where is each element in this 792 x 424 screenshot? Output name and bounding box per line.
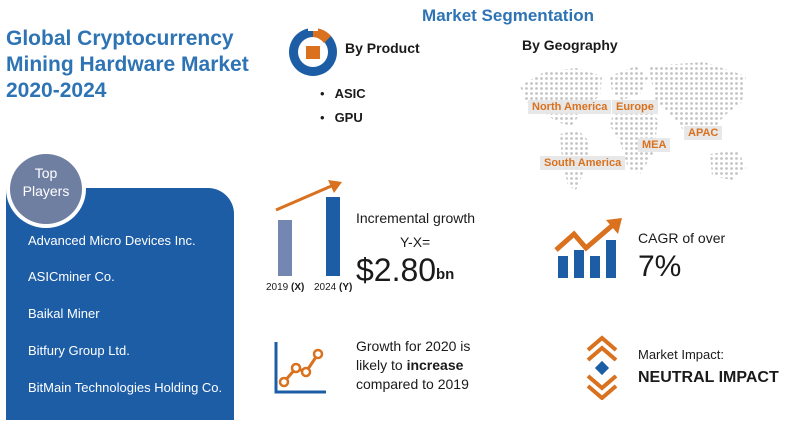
- incremental-growth-label: Incremental growth: [356, 210, 476, 226]
- segmentation-heading: Market Segmentation: [422, 6, 594, 25]
- bar-label-2019: 2019 (X): [266, 282, 305, 293]
- top-players-badge: [6, 150, 86, 228]
- player-item: ASICminer Co.: [28, 269, 115, 284]
- product-item-gpu: GPU: [320, 110, 366, 134]
- title-line-2: Mining Hardware Market: [6, 53, 249, 76]
- growth-2020-line-2: likely to increase: [356, 357, 464, 373]
- market-impact-label: Market Impact:: [638, 347, 724, 362]
- growth-2020-emphasis: increase: [406, 357, 464, 373]
- region-north-america: North America: [528, 100, 612, 114]
- region-south-america: South America: [540, 156, 626, 170]
- product-list: ASIC GPU: [320, 86, 366, 134]
- incremental-growth-unit: bn: [436, 266, 455, 283]
- bar-2019: [278, 220, 292, 276]
- title-line-1: Global Cryptocurrency: [6, 27, 234, 50]
- trend-chart-icon: [554, 218, 622, 278]
- page-title: Global Cryptocurrency Mining Hardware Ma…: [6, 26, 266, 104]
- region-europe: Europe: [612, 100, 658, 114]
- up-down-impact-icon: [586, 335, 618, 400]
- incremental-growth-value: $2.80: [356, 252, 437, 288]
- player-item: Baikal Miner: [28, 306, 100, 321]
- region-apac: APAC: [684, 126, 723, 140]
- player-item: Bitfury Group Ltd.: [28, 343, 130, 358]
- title-line-3: 2020-2024: [6, 79, 107, 102]
- pie-product-icon: [289, 27, 337, 76]
- growth-arrow-icon: [275, 180, 342, 212]
- incremental-growth-sublabel: Y-X=: [400, 234, 431, 250]
- trend-growth-icon: [274, 342, 326, 394]
- product-item-asic: ASIC: [320, 86, 366, 110]
- by-product-heading: By Product: [345, 40, 420, 56]
- growth-2020-line-3: compared to 2019: [356, 376, 469, 392]
- player-item: BitMain Technologies Holding Co.: [28, 380, 223, 395]
- region-mea: MEA: [638, 138, 671, 152]
- bar-2024: [326, 197, 340, 276]
- top-players-heading: Top Players: [22, 165, 70, 199]
- bar-label-2024: 2024 (Y): [314, 282, 353, 293]
- cagr-value: 7%: [638, 250, 682, 283]
- by-geography-heading: By Geography: [522, 37, 618, 53]
- player-item: Advanced Micro Devices Inc.: [28, 233, 196, 248]
- cagr-label: CAGR of over: [638, 230, 726, 246]
- growth-2020-line-1: Growth for 2020 is: [356, 338, 471, 354]
- market-impact-value: NEUTRAL IMPACT: [638, 369, 779, 386]
